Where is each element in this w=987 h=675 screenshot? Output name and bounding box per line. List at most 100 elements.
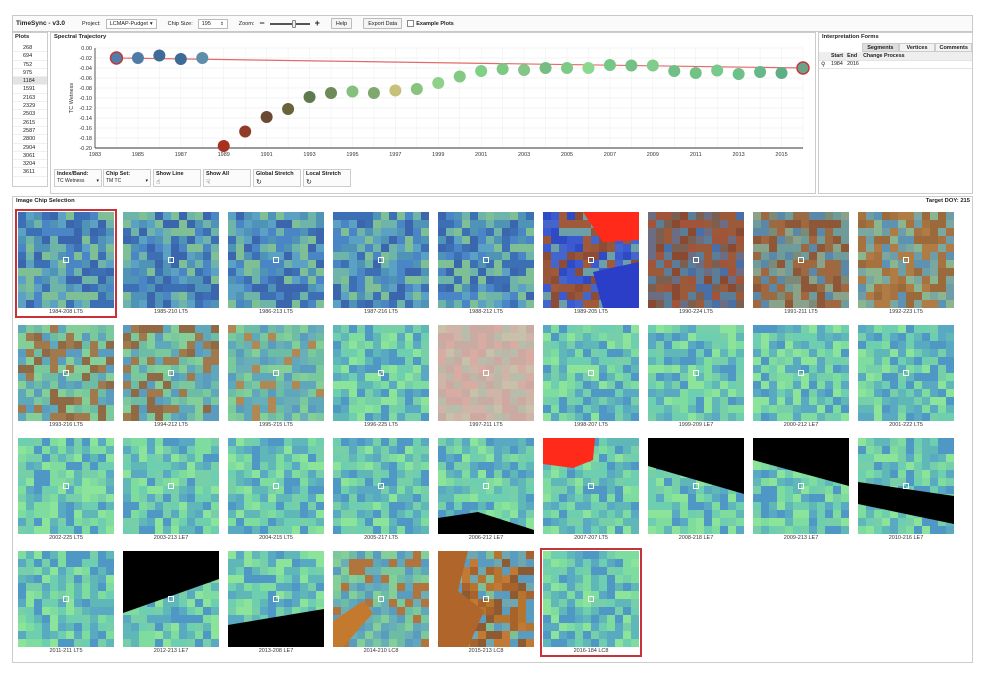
image-chip[interactable]: 2008-218 LE7 — [645, 435, 747, 544]
data-point[interactable] — [410, 83, 423, 95]
plot-list-item[interactable]: 2904 — [13, 144, 47, 152]
image-chip[interactable]: 2010-216 LE7 — [855, 435, 957, 544]
tab-comments[interactable]: Comments — [935, 43, 973, 52]
image-chip[interactable]: 1986-213 LT5 — [225, 209, 327, 318]
image-chip[interactable]: 2001-222 LT5 — [855, 322, 957, 431]
image-chip[interactable]: 1988-212 LT5 — [435, 209, 537, 318]
data-point[interactable] — [689, 67, 702, 79]
data-point[interactable] — [432, 77, 445, 89]
plot-list-item[interactable]: 268 — [13, 44, 47, 53]
data-point[interactable] — [668, 65, 681, 77]
image-chip[interactable]: 1985-210 LT5 — [120, 209, 222, 318]
tab-segments[interactable]: Segments — [862, 43, 899, 52]
image-chip[interactable]: 1996-225 LT5 — [330, 322, 432, 431]
image-chip[interactable]: 2013-208 LE7 — [225, 548, 327, 657]
zoom-slider-handle[interactable] — [291, 19, 296, 28]
data-point[interactable] — [561, 62, 573, 74]
index-band-control[interactable]: Index/Band: TC Wetness ▾ — [54, 169, 102, 187]
image-chip[interactable]: 2003-213 LE7 — [120, 435, 222, 544]
project-select[interactable]: LCMAP-Pudget ▾ — [105, 18, 157, 29]
plot-list-item[interactable]: 1591 — [13, 85, 47, 94]
search-icon[interactable]: ⚲ — [819, 60, 829, 69]
chip-set-control[interactable]: Chip Set: TM TC ▾ — [103, 169, 151, 187]
image-chip[interactable]: 2002-225 LT5 — [15, 435, 117, 544]
plot-list-item[interactable]: 2503 — [13, 110, 47, 119]
data-point[interactable] — [625, 59, 638, 72]
image-chip[interactable]: 2000-212 LE7 — [750, 322, 852, 431]
image-chip[interactable]: 2015-213 LC8 — [435, 548, 537, 657]
data-point[interactable] — [496, 63, 509, 75]
image-chip[interactable]: 1984-208 LT5 — [15, 209, 117, 318]
data-point[interactable] — [796, 61, 810, 75]
image-chip[interactable]: 1990-224 LT5 — [645, 209, 747, 318]
row-process[interactable] — [861, 60, 972, 69]
global-stretch-button[interactable]: Global Stretch ↻ — [253, 169, 301, 187]
spectral-chart[interactable]: 0.00 -0.02 -0.04 -0.06 -0.08 -0.10 -0.12 -0.14 -… — [51, 33, 817, 168]
data-point[interactable] — [131, 52, 144, 64]
show-all-button[interactable]: Show All ☟ — [203, 169, 251, 187]
data-point[interactable] — [346, 85, 359, 98]
plot-list-item[interactable]: 1184 — [13, 77, 47, 86]
image-chip[interactable]: 1987-216 LT5 — [330, 209, 432, 318]
example-plots-toggle[interactable]: Example Plots — [407, 20, 454, 27]
data-point[interactable] — [196, 52, 209, 64]
plot-list-item[interactable]: 975 — [13, 69, 47, 78]
table-row[interactable]: ⚲ 1984 2016 — [819, 60, 972, 69]
image-chip[interactable]: 2011-211 LT5 — [15, 548, 117, 657]
data-point[interactable] — [217, 140, 230, 152]
data-point[interactable] — [732, 68, 745, 80]
plot-list-item[interactable]: 2329 — [13, 102, 47, 111]
data-point[interactable] — [646, 59, 659, 72]
image-chip[interactable]: 2009-213 LE7 — [750, 435, 852, 544]
local-stretch-button[interactable]: Local Stretch ↻ — [303, 169, 351, 187]
image-chip[interactable]: 1999-209 LE7 — [645, 322, 747, 431]
plot-list-item[interactable]: 2615 — [13, 119, 47, 127]
data-point[interactable] — [325, 87, 337, 99]
image-chip[interactable]: 1997-211 LT5 — [435, 322, 537, 431]
image-chip[interactable]: 1994-212 LT5 — [120, 322, 222, 431]
example-plots-checkbox[interactable] — [407, 20, 415, 27]
data-point[interactable] — [518, 64, 531, 76]
plot-list-item[interactable]: 2800 — [13, 135, 47, 144]
data-point[interactable] — [711, 64, 724, 77]
tab-vertices[interactable]: Vertices — [898, 43, 936, 52]
data-point[interactable] — [775, 67, 788, 79]
export-data-button[interactable]: Export Data — [363, 18, 403, 29]
zoom-slider[interactable] — [269, 19, 310, 28]
plot-list-item[interactable]: 752 — [13, 61, 47, 69]
image-chip[interactable]: 1992-223 LT5 — [855, 209, 957, 318]
data-point[interactable] — [475, 65, 488, 77]
image-chip[interactable]: 2007-207 LT5 — [540, 435, 642, 544]
data-point[interactable] — [303, 91, 316, 103]
data-point[interactable] — [603, 59, 616, 71]
plot-list-item[interactable]: 694 — [13, 52, 47, 61]
data-point[interactable] — [367, 87, 380, 99]
zoom-in-icon[interactable]: + — [314, 18, 320, 28]
image-chip[interactable]: 2004-215 LT5 — [225, 435, 327, 544]
image-chip[interactable]: 2006-212 LE7 — [435, 435, 537, 544]
data-point[interactable] — [174, 53, 187, 65]
data-point[interactable] — [239, 125, 252, 138]
plot-list-item[interactable]: 3204 — [13, 160, 47, 169]
plot-list-item[interactable]: 2163 — [13, 94, 47, 103]
data-point[interactable] — [260, 111, 273, 123]
data-point[interactable] — [582, 62, 595, 74]
image-chip[interactable]: 1998-207 LT5 — [540, 322, 642, 431]
data-point[interactable] — [153, 49, 166, 62]
image-chip[interactable]: 2014-210 LC8 — [330, 548, 432, 657]
plot-list-item[interactable]: 3611 — [13, 168, 47, 177]
plot-list-item[interactable]: 3061 — [13, 152, 47, 161]
data-point[interactable] — [453, 70, 466, 83]
data-point[interactable] — [389, 84, 402, 97]
image-chip[interactable]: 1995-215 LT5 — [225, 322, 327, 431]
chip-size-input[interactable]: 195 ⇕ — [197, 18, 228, 29]
image-chip[interactable]: 1989-205 LT5 — [540, 209, 642, 318]
data-point[interactable] — [109, 51, 124, 65]
image-chip[interactable]: 2012-213 LE7 — [120, 548, 222, 657]
show-line-button[interactable]: Show Line ☝ — [153, 169, 201, 187]
data-point[interactable] — [282, 103, 295, 115]
image-chip[interactable]: 2016-184 LC8 — [540, 548, 642, 657]
data-point[interactable] — [754, 66, 767, 78]
image-chip[interactable]: 1991-211 LT5 — [750, 209, 852, 318]
plot-list-item[interactable]: 2587 — [13, 127, 47, 136]
